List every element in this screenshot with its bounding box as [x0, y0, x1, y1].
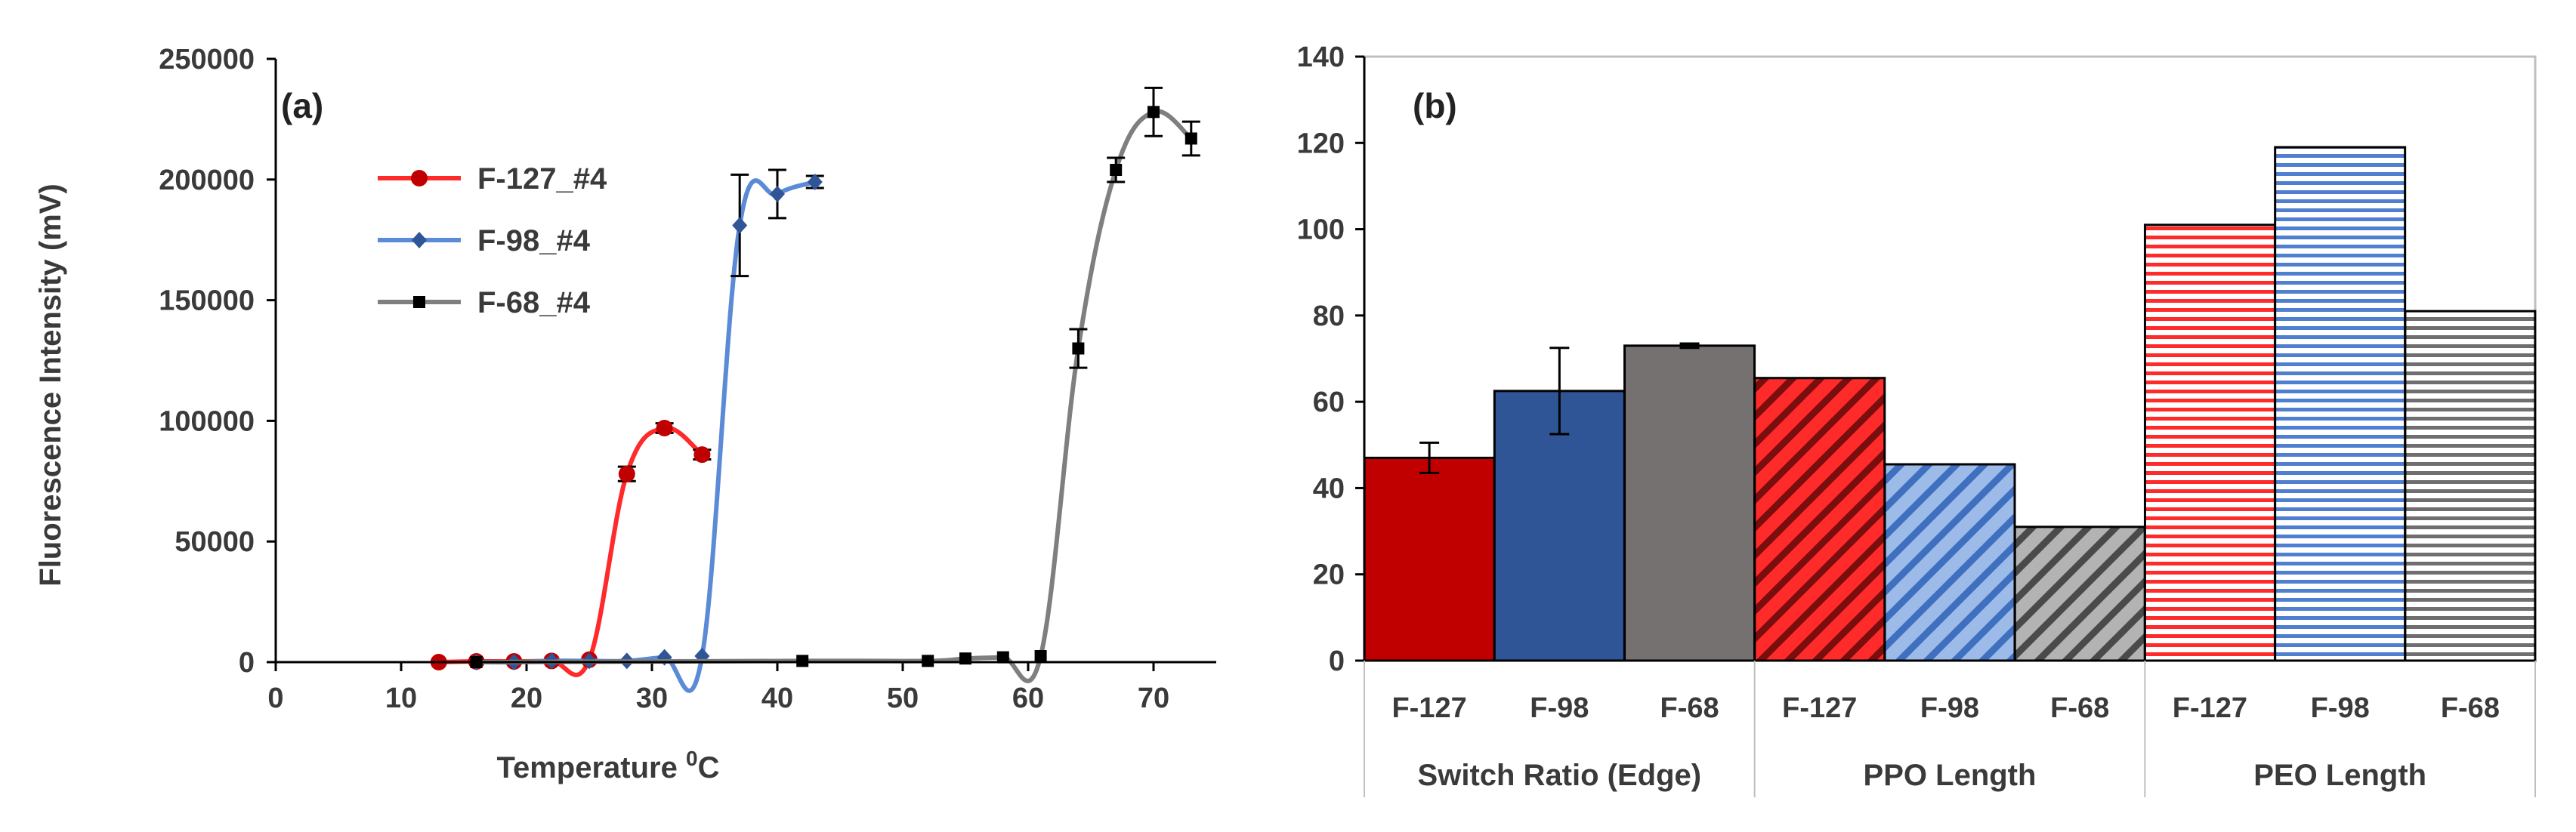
data-point-square [1185, 132, 1197, 145]
y-tick-label: 100 [1297, 214, 1345, 246]
x-tick-label: 50 [887, 683, 919, 714]
legend-label: F-98_#4 [477, 224, 591, 257]
data-point-square [413, 296, 425, 308]
series-F-68_#4 [470, 86, 1200, 683]
data-point-diamond [412, 232, 427, 248]
bar [1883, 463, 2016, 662]
data-point-diamond [807, 173, 823, 190]
y-tick-label: 0 [239, 647, 255, 679]
group-label: Switch Ratio (Edge) [1418, 759, 1702, 792]
bar [1623, 344, 1756, 662]
group-label: PEO Length [2253, 759, 2426, 792]
x-tick-label: 20 [511, 683, 542, 714]
data-point-square [996, 651, 1009, 664]
data-point-square [796, 655, 809, 667]
chart-a-line: 0 10 20 30 40 50 60 70 0 50000 100000 150000 200000 2… [34, 44, 1216, 784]
series-line [476, 109, 1193, 683]
bar [2013, 525, 2146, 662]
category-label: F-127 [1782, 692, 1857, 724]
x-tick-label: 10 [385, 683, 417, 714]
y-tick-label: 80 [1313, 300, 1345, 332]
y-tick-label: 0 [1329, 646, 1345, 677]
x-tick-label: 0 [267, 683, 283, 714]
chart-a-x-axis-label: Temperature 0C [497, 747, 720, 784]
chart-a-series [430, 86, 1200, 693]
legend-label: F-68_#4 [477, 286, 591, 319]
bar [2274, 146, 2407, 662]
data-point-square [1110, 164, 1123, 177]
y-tick-label: 50000 [175, 526, 255, 558]
category-label: F-68 [2441, 692, 2500, 724]
x-tick-label: 70 [1138, 683, 1169, 714]
data-point-square [1147, 106, 1160, 119]
bar [1753, 377, 1886, 662]
chart-b-bars [1363, 146, 2537, 662]
bar [1493, 390, 1626, 662]
data-point-circle [656, 419, 673, 436]
y-tick-label: 60 [1313, 387, 1345, 418]
y-tick-label: 140 [1297, 42, 1345, 73]
category-label: F-98 [1530, 692, 1589, 724]
chart-a-panel-label: (a) [281, 86, 323, 125]
y-tick-label: 150000 [159, 285, 255, 317]
chart-b-panel-label: (b) [1413, 86, 1457, 125]
x-tick-label: 60 [1012, 683, 1044, 714]
bar [2143, 223, 2276, 662]
bar [1363, 456, 1496, 662]
data-point-circle [693, 446, 711, 464]
category-label: F-68 [1660, 692, 1719, 724]
category-label: F-127 [2173, 692, 2247, 724]
bar [2404, 310, 2537, 662]
y-tick-label: 200000 [159, 165, 255, 196]
y-tick-label: 250000 [159, 44, 255, 75]
category-label: F-98 [2311, 692, 2370, 724]
group-label: PPO Length [1864, 759, 2037, 792]
chart-b-category-labels: F-127 F-98 F-68 F-127 F-98 F-68 F-127 F-98 F-68 [1391, 692, 2499, 724]
data-point-square [1072, 342, 1085, 355]
y-tick-label: 20 [1313, 559, 1345, 591]
series-line [438, 425, 704, 677]
chart-b-group-labels: Switch Ratio (Edge) PPO Length PEO Length [1364, 661, 2536, 797]
category-label: F-68 [2050, 692, 2109, 724]
y-tick-label: 120 [1297, 128, 1345, 159]
data-point-diamond [770, 185, 785, 202]
chart-a-legend: F-127_#4 F-98_#4 F-68_#4 [378, 162, 607, 319]
data-point-circle [618, 465, 635, 482]
y-tick-label: 100000 [159, 405, 255, 437]
x-tick-label: 40 [761, 683, 793, 714]
data-point-diamond [732, 217, 748, 234]
x-tick-label: 30 [636, 683, 668, 714]
chart-a-y-axis-label: Fluorescence Intensity (mV) [34, 183, 67, 586]
data-point-square [1034, 650, 1047, 663]
data-point-circle [411, 170, 428, 186]
category-label: F-98 [1920, 692, 1979, 724]
chart-b-ticks: 0 20 40 60 80 100 120 140 [1297, 42, 1364, 677]
chart-a-ticks: 0 10 20 30 40 50 60 70 0 50000 100000 150000 200000 2… [159, 44, 1169, 714]
chart-b-bar: 0 20 40 60 80 100 120 140 F-127 F-98 F-68 F-127 F-9… [1297, 42, 2537, 797]
legend-label: F-127_#4 [477, 162, 607, 196]
category-label: F-127 [1391, 692, 1466, 724]
y-tick-label: 40 [1313, 473, 1345, 504]
data-point-square [922, 655, 934, 667]
series-F-127_#4 [430, 419, 712, 677]
